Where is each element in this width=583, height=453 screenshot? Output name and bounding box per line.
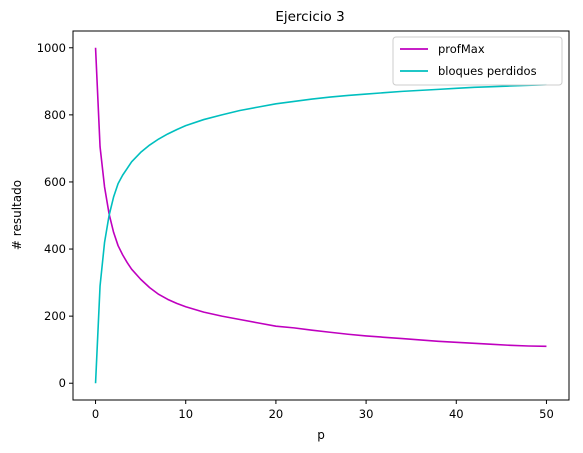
plot-frame	[72, 30, 570, 401]
x-tick-label: 0	[92, 407, 99, 421]
x-tick-label: 30	[359, 407, 374, 421]
y-tick-label: 1000	[37, 41, 66, 55]
x-tick-label: 10	[178, 407, 193, 421]
series-line-bloques-perdidos	[94, 83, 547, 384]
y-tick-label: 800	[44, 108, 66, 122]
y-axis-ticks: 0 200 400 600 800 1000	[37, 41, 73, 390]
legend-label-bloques-perdidos: bloques perdidos	[438, 64, 537, 78]
y-axis-label: # resultado	[10, 180, 24, 250]
chart-title: Ejercicio 3	[275, 9, 344, 25]
y-tick-label: 0	[59, 376, 66, 390]
legend: profMax bloques perdidos	[392, 36, 563, 86]
plot-series	[94, 47, 547, 384]
series-line-profmax	[94, 47, 547, 348]
x-axis-ticks: 0 10 20 30 40 50	[92, 400, 554, 421]
x-tick-label: 20	[269, 407, 284, 421]
y-tick-label: 400	[44, 242, 66, 256]
legend-box	[392, 36, 563, 86]
y-tick-label: 200	[44, 309, 66, 323]
x-tick-label: 40	[449, 407, 464, 421]
legend-label-profmax: profMax	[438, 42, 485, 56]
x-tick-label: 50	[539, 407, 554, 421]
y-tick-label: 600	[44, 175, 66, 189]
x-axis-label: p	[317, 428, 325, 442]
